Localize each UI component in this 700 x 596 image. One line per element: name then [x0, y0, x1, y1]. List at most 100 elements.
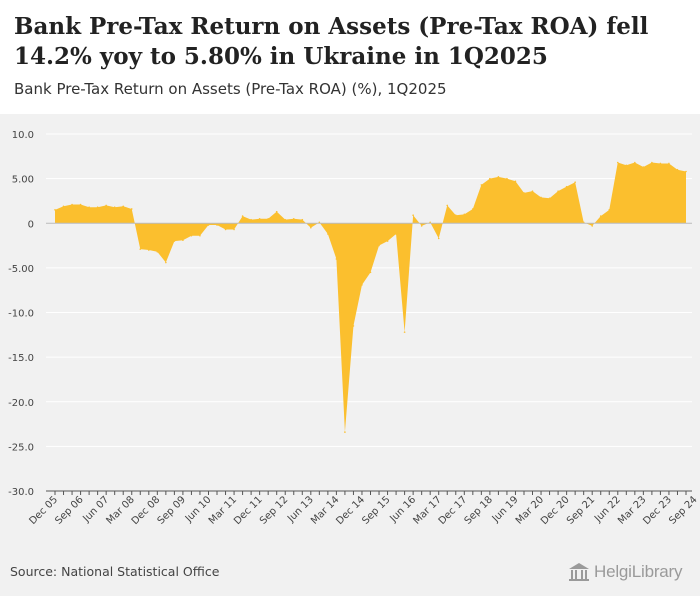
data-point — [378, 244, 380, 247]
data-point — [523, 192, 525, 194]
data-point — [540, 196, 542, 199]
data-point — [165, 261, 167, 264]
data-point — [676, 168, 679, 171]
data-point — [685, 170, 687, 173]
data-point — [514, 180, 517, 183]
data-point — [216, 224, 218, 226]
x-tick-label: Sep 18 — [463, 494, 495, 526]
data-point — [446, 204, 449, 207]
data-point — [148, 249, 150, 251]
data-point — [472, 208, 474, 210]
data-point — [454, 214, 457, 217]
data-point — [241, 215, 244, 217]
data-point — [565, 185, 568, 188]
data-point — [608, 209, 611, 211]
data-point — [642, 166, 645, 168]
data-point — [361, 284, 363, 286]
data-point — [591, 225, 593, 227]
x-tick-label: Sep 06 — [53, 494, 85, 526]
data-point — [344, 431, 346, 433]
data-point — [489, 177, 491, 180]
data-point — [233, 228, 235, 231]
x-tick-label: Sep 24 — [667, 494, 699, 526]
y-tick-label: -20.0 — [8, 398, 34, 409]
data-point — [113, 206, 116, 208]
data-point — [139, 248, 142, 250]
data-point — [105, 204, 107, 207]
data-point — [88, 206, 90, 208]
source-note: Source: National Statistical Office — [10, 564, 220, 579]
data-point — [335, 258, 338, 260]
data-point — [224, 228, 227, 231]
data-point — [173, 240, 176, 242]
data-point — [480, 184, 483, 186]
data-point — [122, 205, 125, 208]
data-point — [386, 240, 389, 242]
y-tick-label: 5.00 — [12, 175, 34, 186]
data-point — [199, 234, 201, 237]
series-area — [54, 161, 687, 433]
data-point — [327, 233, 329, 235]
y-tick-label: -25.0 — [8, 442, 34, 453]
data-point — [651, 161, 653, 164]
data-point — [463, 213, 466, 216]
series-area-fill — [55, 162, 686, 433]
y-axis: 10.0 5.00 0 -5.00 -10.0 -15.0 -20.0 -25.0 -30.0 — [8, 130, 34, 498]
y-tick-label: -5.00 — [8, 264, 34, 275]
data-point — [531, 190, 534, 192]
data-point — [156, 251, 159, 253]
data-point — [634, 161, 636, 164]
data-point — [250, 218, 252, 221]
data-point — [616, 161, 619, 164]
data-point — [403, 331, 406, 333]
brand-name: HelgiLibrary — [594, 562, 683, 581]
data-point — [548, 197, 551, 200]
y-tick-label: 10.0 — [12, 130, 34, 141]
data-point — [284, 218, 287, 221]
chart-subtitle: Bank Pre-Tax Return on Assets (Pre-Tax R… — [14, 80, 447, 98]
data-point — [130, 208, 133, 210]
data-point — [190, 234, 193, 237]
x-tick-label: Sep 09 — [156, 494, 188, 526]
data-point — [625, 164, 628, 167]
data-point — [599, 215, 602, 217]
data-point — [182, 239, 184, 242]
data-point — [659, 162, 662, 165]
data-point — [437, 237, 440, 240]
data-point — [79, 203, 82, 206]
y-tick-label: 0 — [28, 219, 34, 230]
data-point — [275, 210, 278, 213]
x-tick-label: Sep 15 — [360, 494, 392, 526]
data-point — [267, 217, 269, 220]
x-tick-label: Sep 12 — [258, 494, 290, 526]
data-point — [668, 162, 670, 165]
data-point — [207, 224, 210, 226]
x-tick-label: Sep 21 — [565, 494, 597, 526]
brand-logo-link[interactable]: HelgiLibrary — [568, 562, 683, 582]
data-point — [96, 206, 99, 208]
data-point — [506, 177, 508, 180]
data-point — [258, 217, 261, 220]
y-tick-label: -15.0 — [8, 353, 34, 364]
data-point — [412, 214, 414, 217]
data-point — [557, 190, 559, 192]
data-point — [395, 233, 397, 235]
data-point — [369, 271, 372, 274]
data-point — [301, 218, 304, 221]
data-point — [71, 203, 73, 206]
area-chart: 10.05.000-5.00-10.0-15.0-20.0-25.0-30.0 … — [8, 130, 700, 527]
y-tick-label: -10.0 — [8, 309, 34, 320]
data-point — [574, 181, 576, 183]
gridlines — [46, 133, 692, 492]
page-title: Bank Pre-Tax Return on Assets (Pre-Tax R… — [14, 13, 649, 70]
library-building-icon — [569, 563, 589, 581]
data-point — [292, 217, 295, 220]
data-point — [54, 209, 56, 211]
data-point — [352, 325, 355, 327]
y-tick-label: -30.0 — [8, 487, 34, 498]
header: Bank Pre-Tax Return on Assets (Pre-Tax R… — [0, 0, 700, 114]
data-point — [310, 226, 312, 229]
data-point — [62, 205, 65, 208]
data-point — [420, 225, 423, 227]
data-point — [497, 176, 500, 178]
